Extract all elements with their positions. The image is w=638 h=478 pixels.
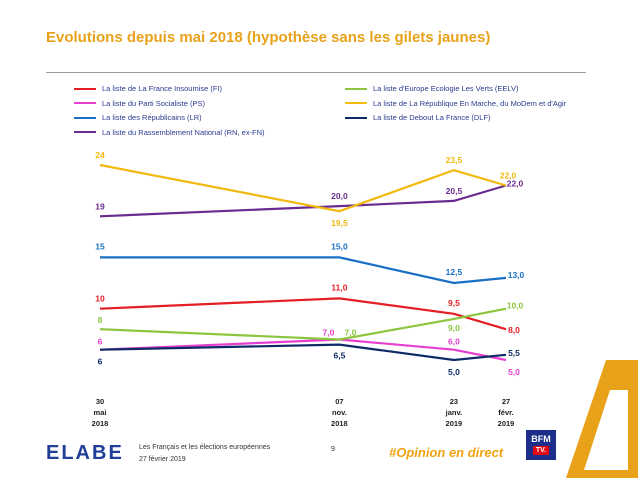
x-tick-label-3: 27 févr. 2019 <box>498 397 515 428</box>
legend-swatch-ps <box>74 102 96 104</box>
bfm-logo-text: BFM <box>531 434 551 444</box>
data-label-lrem-3: 22,0 <box>500 171 517 181</box>
legend-item-rn: La liste du Rassemblement National (RN, … <box>74 128 265 137</box>
legend-swatch-lr <box>74 116 96 119</box>
elabe-corner-mark <box>566 360 638 478</box>
bfm-tv-logo: BFM TV. <box>526 430 556 460</box>
legend-label-lrem: La liste de La République En Marche, du … <box>373 98 567 108</box>
legend-label-ps: La liste du Parti Socialiste (PS) <box>102 98 205 108</box>
hashtag-text: #Opinion en direct <box>389 445 504 460</box>
legend-item-lr: La liste des Républicains (LR) <box>74 113 202 122</box>
legend-item-ps: La liste du Parti Socialiste (PS) <box>74 99 205 108</box>
data-label-lrem-1: 19,5 <box>331 218 348 228</box>
data-label-eelv-2: 9,0 <box>448 323 460 333</box>
data-label-rn-2: 20,5 <box>446 186 463 196</box>
footer-study-title: Les Français et les élections européenne… <box>139 444 271 451</box>
series-line-dlf <box>99 343 507 362</box>
legend-label-lr: La liste des Républicains (LR) <box>102 113 202 122</box>
data-label-ps-2: 6,0 <box>448 337 460 347</box>
legend-label-dlf: La liste de Debout La France (DLF) <box>373 113 491 122</box>
data-label-fi-0: 10 <box>95 294 105 304</box>
data-label-ps-0: 6 <box>98 337 103 347</box>
series-line-rn <box>99 184 507 218</box>
data-label-lr-3: 13,0 <box>508 270 525 280</box>
data-label-ps-1: 7,0 <box>322 328 334 338</box>
data-label-dlf-3: 5,5 <box>508 348 520 358</box>
elabe-logo: ELABE <box>46 442 124 464</box>
data-label-lrem-2: 23,5 <box>446 155 463 165</box>
series-line-eelv <box>99 307 507 341</box>
page-number: 9 <box>331 446 335 453</box>
data-label-dlf-1: 6,5 <box>333 351 345 361</box>
legend-label-eelv: La liste d'Europe Ecologie Les Verts (EE… <box>373 84 519 93</box>
data-label-lrem-0: 24 <box>95 150 105 160</box>
legend-item-lrem: La liste de La République En Marche, du … <box>345 99 566 108</box>
x-tick-label-2: 23 janv. 2019 <box>445 397 463 428</box>
data-label-fi-2: 9,5 <box>448 298 460 308</box>
data-label-dlf-2: 5,0 <box>448 367 460 377</box>
series-line-lr <box>100 256 507 285</box>
bfm-logo-tv: TV. <box>532 446 550 455</box>
legend-label-fi: La liste de La France Insoumise (FI) <box>102 84 223 93</box>
page-title: Evolutions depuis mai 2018 (hypothèse sa… <box>46 29 491 46</box>
legend-item-eelv: La liste d'Europe Ecologie Les Verts (EE… <box>345 84 519 93</box>
series-line-ps <box>99 338 507 362</box>
data-label-rn-0: 19 <box>95 201 105 211</box>
data-label-lr-0: 15 <box>95 241 105 251</box>
data-label-lr-2: 12,5 <box>446 267 463 277</box>
data-label-ps-3: 5,0 <box>508 367 520 377</box>
series-line-fi <box>99 297 507 331</box>
x-tick-label-1: 07 nov. 2018 <box>331 397 348 428</box>
data-label-eelv-3: 10,0 <box>507 301 524 311</box>
series-line-lrem <box>99 163 507 213</box>
data-label-lr-1: 15,0 <box>331 241 348 251</box>
data-label-rn-3: 22,0 <box>507 179 524 189</box>
footer-date: 27 février 2019 <box>139 456 186 463</box>
x-tick-label-0: 30 mai 2018 <box>92 397 109 428</box>
legend-item-dlf: La liste de Debout La France (DLF) <box>345 113 491 122</box>
data-label-rn-1: 20,0 <box>331 191 348 201</box>
legend-swatch-fi <box>74 87 96 90</box>
legend-swatch-rn <box>74 131 96 133</box>
data-label-eelv-1: 7,0 <box>344 328 356 338</box>
title-divider <box>46 72 586 73</box>
legend-swatch-lrem <box>345 102 367 104</box>
data-label-fi-1: 11,0 <box>331 282 347 292</box>
data-label-dlf-0: 6 <box>98 357 103 367</box>
legend-swatch-eelv <box>345 87 367 90</box>
legend-item-fi: La liste de La France Insoumise (FI) <box>74 84 222 93</box>
legend-swatch-dlf <box>345 116 367 119</box>
legend-label-rn: La liste du Rassemblement National (RN, … <box>102 127 265 137</box>
data-label-fi-3: 8,0 <box>508 325 520 335</box>
data-label-eelv-0: 8 <box>98 315 103 325</box>
